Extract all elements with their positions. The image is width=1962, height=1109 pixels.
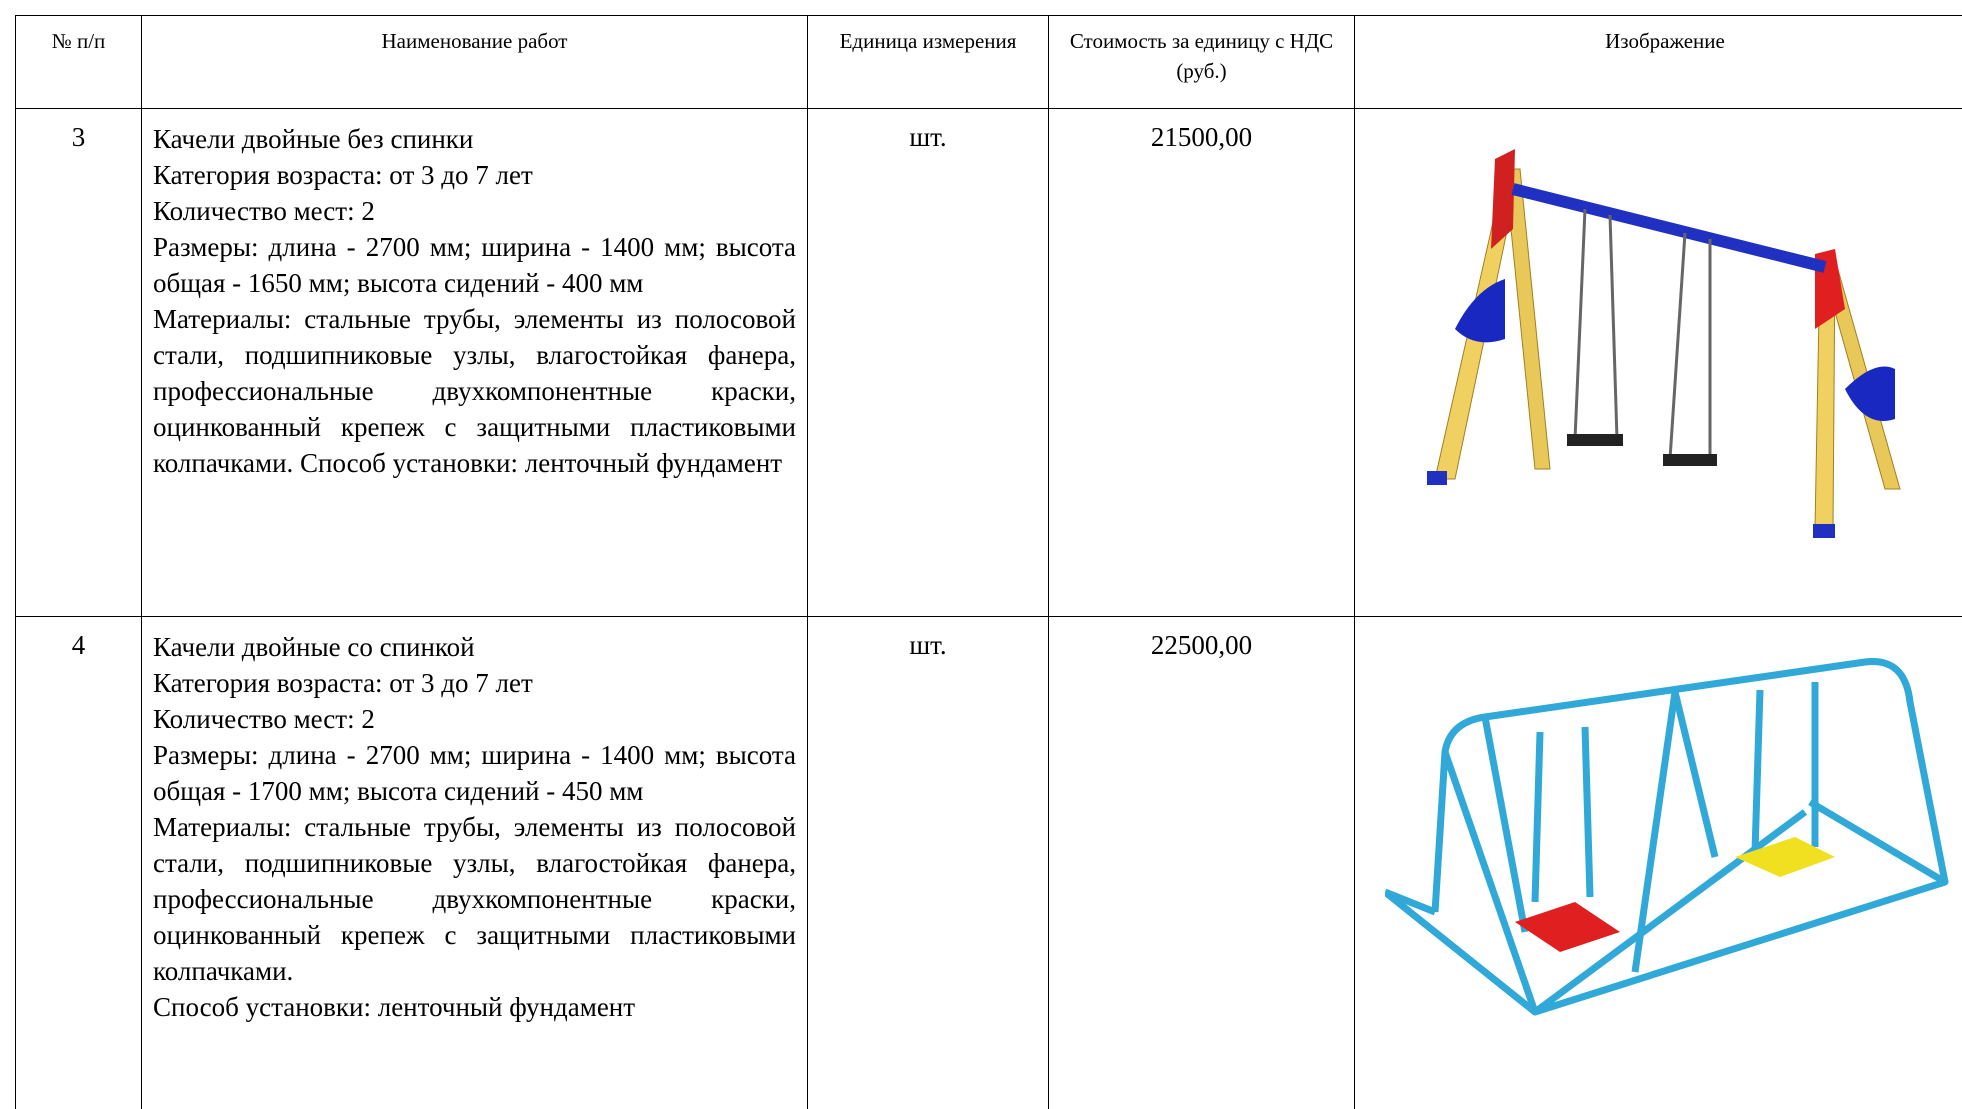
description-line: Размеры: длина - 2700 мм; ширина - 1400 … bbox=[153, 740, 796, 806]
row: 4 Качели двойные со спинкой Категория воз… bbox=[15, 616, 1962, 1109]
description-line: Количество мест: 2 bbox=[153, 196, 375, 226]
document: № п/п Наименование работ Единица измерен… bbox=[15, 15, 1962, 1109]
header-cell: Единица измерения bbox=[807, 15, 1049, 109]
description-line: Качели двойные без спинки bbox=[153, 124, 474, 154]
price-cell: 21500,00 bbox=[1048, 108, 1355, 617]
header-cell: № п/п bbox=[15, 15, 142, 109]
swing-image bbox=[1385, 658, 1949, 1016]
unit-cell: шт. bbox=[807, 616, 1049, 1109]
header-cell: Стоимость за единицу с НДС (руб.) bbox=[1048, 15, 1355, 109]
header-row: № п/п Наименование работ Единица измерен… bbox=[15, 15, 1962, 109]
description-line: Категория возраста: от 3 до 7 лет bbox=[153, 668, 533, 698]
description-cell: Качели двойные со спинкой Категория возра… bbox=[141, 616, 808, 1109]
row: 3 Качели двойные без спинки Категория воз… bbox=[15, 108, 1962, 617]
swing-image bbox=[1427, 149, 1901, 538]
description-line: Материалы: стальные трубы, элементы из п… bbox=[153, 304, 796, 478]
image-cell bbox=[1354, 616, 1962, 1109]
price-table: № п/п Наименование работ Единица измерен… bbox=[15, 15, 1962, 1109]
description-line: Качели двойные со спинкой bbox=[153, 632, 475, 662]
price-cell: 22500,00 bbox=[1048, 616, 1355, 1109]
number-cell: 4 bbox=[15, 616, 142, 1109]
unit-cell: шт. bbox=[807, 108, 1049, 617]
image-cell bbox=[1354, 108, 1962, 617]
description-line: Материалы: стальные трубы, элементы из п… bbox=[153, 812, 796, 986]
description-cell: Качели двойные без спинки Категория возра… bbox=[141, 108, 808, 617]
description-line: Способ установки: ленточный фундамент bbox=[153, 992, 636, 1022]
description-line: Категория возраста: от 3 до 7 лет bbox=[153, 160, 533, 190]
description-line: Размеры: длина - 2700 мм; ширина - 1400 … bbox=[153, 232, 796, 298]
header-cell: Изображение bbox=[1354, 15, 1962, 109]
description-line: Количество мест: 2 bbox=[153, 704, 375, 734]
number-cell: 3 bbox=[15, 108, 142, 617]
header-cell: Наименование работ bbox=[141, 15, 808, 109]
